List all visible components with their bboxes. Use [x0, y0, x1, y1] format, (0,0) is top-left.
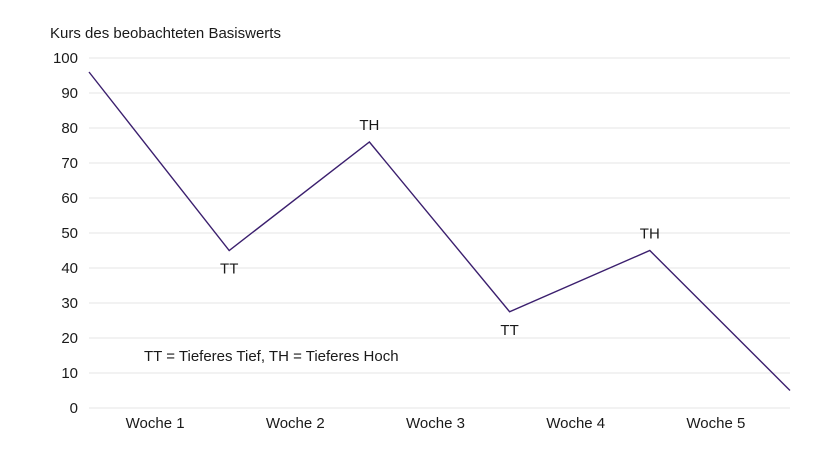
y-tick-label: 60 [61, 190, 78, 207]
y-tick-label: 20 [61, 330, 78, 347]
y-tick-label: 10 [61, 365, 78, 382]
x-category-label: Woche 1 [126, 415, 185, 432]
y-tick-label: 90 [61, 85, 78, 102]
x-category-label: Woche 2 [266, 415, 325, 432]
x-category-label: Woche 4 [546, 415, 605, 432]
y-axis-label: Kurs des beobachteten Basiswerts [50, 25, 281, 42]
x-category-label: Woche 3 [406, 415, 465, 432]
y-tick-label: 50 [61, 225, 78, 242]
y-tick-label: 0 [70, 400, 78, 417]
annotation-label: TH [640, 226, 660, 243]
x-axis-categories: Woche 1 Woche 2 Woche 3 Woche 4 Woche 5 [126, 415, 746, 432]
grid-lines [89, 57, 790, 409]
series-group [88, 71, 791, 391]
y-tick-label: 30 [61, 295, 78, 312]
series-line [88, 71, 791, 391]
annotation-label: TT [220, 261, 238, 278]
y-tick-label: 80 [61, 120, 78, 137]
y-tick-label: 70 [61, 155, 78, 172]
annotation-label: TH [359, 117, 379, 134]
legend-note: TT = Tieferes Tief, TH = Tieferes Hoch [144, 348, 399, 365]
y-axis-ticks: 0 10 20 30 40 50 60 70 80 90 100 [53, 50, 78, 417]
y-tick-label: 40 [61, 260, 78, 277]
x-category-label: Woche 5 [686, 415, 745, 432]
y-tick-label: 100 [53, 50, 78, 67]
annotation-label: TT [500, 322, 518, 339]
annotations: TT TH TT TH [220, 117, 660, 339]
